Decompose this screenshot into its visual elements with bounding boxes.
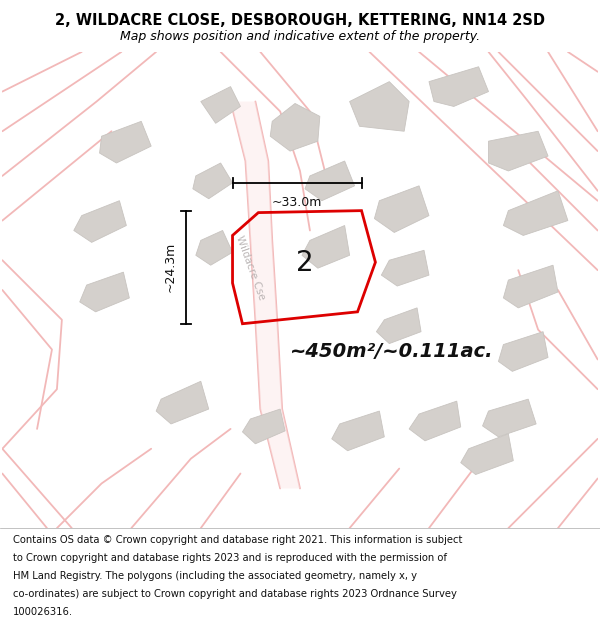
Polygon shape <box>374 186 429 232</box>
Polygon shape <box>461 434 514 474</box>
Polygon shape <box>302 226 350 268</box>
Text: co-ordinates) are subject to Crown copyright and database rights 2023 Ordnance S: co-ordinates) are subject to Crown copyr… <box>13 589 457 599</box>
Polygon shape <box>350 82 409 131</box>
Polygon shape <box>376 308 421 344</box>
Polygon shape <box>499 332 548 371</box>
Text: ~33.0m: ~33.0m <box>272 196 322 209</box>
Text: 2: 2 <box>296 249 314 278</box>
Text: 100026316.: 100026316. <box>13 607 73 617</box>
Polygon shape <box>305 161 355 201</box>
Polygon shape <box>74 201 127 242</box>
Polygon shape <box>230 101 300 489</box>
Polygon shape <box>382 250 429 286</box>
Polygon shape <box>201 87 241 123</box>
Text: Wildacre Cse: Wildacre Cse <box>234 234 266 302</box>
Polygon shape <box>482 399 536 437</box>
Polygon shape <box>503 191 568 236</box>
Text: Contains OS data © Crown copyright and database right 2021. This information is : Contains OS data © Crown copyright and d… <box>13 535 463 545</box>
Text: Map shows position and indicative extent of the property.: Map shows position and indicative extent… <box>120 29 480 42</box>
Text: ~24.3m: ~24.3m <box>164 242 176 292</box>
Polygon shape <box>156 381 209 424</box>
Text: HM Land Registry. The polygons (including the associated geometry, namely x, y: HM Land Registry. The polygons (includin… <box>13 571 417 581</box>
Text: 2, WILDACRE CLOSE, DESBOROUGH, KETTERING, NN14 2SD: 2, WILDACRE CLOSE, DESBOROUGH, KETTERING… <box>55 13 545 28</box>
Polygon shape <box>193 163 233 199</box>
Text: ~450m²/~0.111ac.: ~450m²/~0.111ac. <box>290 342 494 361</box>
Polygon shape <box>332 411 385 451</box>
Polygon shape <box>80 272 130 312</box>
Polygon shape <box>429 67 488 106</box>
Polygon shape <box>196 231 233 265</box>
Polygon shape <box>503 265 558 308</box>
Polygon shape <box>409 401 461 441</box>
Text: to Crown copyright and database rights 2023 and is reproduced with the permissio: to Crown copyright and database rights 2… <box>13 553 447 563</box>
Polygon shape <box>488 131 548 171</box>
Polygon shape <box>270 104 320 151</box>
Polygon shape <box>242 409 285 444</box>
Polygon shape <box>100 121 151 163</box>
